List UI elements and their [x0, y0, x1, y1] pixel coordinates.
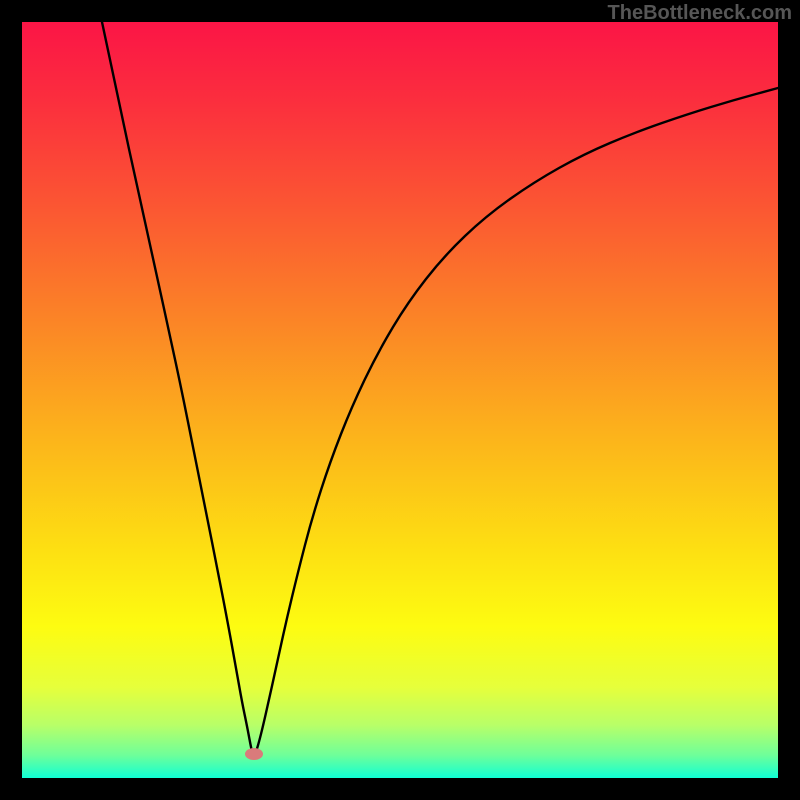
chart-gradient-area	[22, 22, 778, 778]
chart-svg	[0, 0, 800, 800]
watermark-text: TheBottleneck.com	[608, 2, 792, 25]
bottleneck-chart: TheBottleneck.com	[0, 0, 800, 800]
optimal-point-marker	[245, 748, 263, 760]
